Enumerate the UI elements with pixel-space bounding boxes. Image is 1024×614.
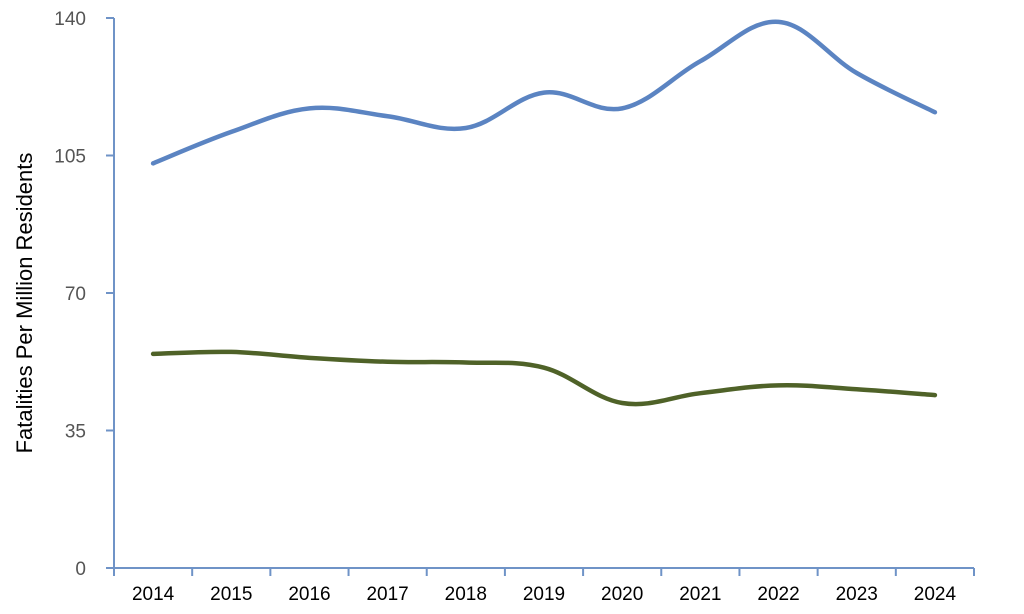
series-line-2 <box>150 349 938 407</box>
y-axis-ticks: 0 35 70 105 140 <box>54 9 114 580</box>
x-axis-ticks: 2014 2015 2016 2017 2018 2019 2020 2021 2022 2023… <box>113 568 975 605</box>
x-tick-label: 2024 <box>914 584 957 605</box>
y-axis-title: Fatalities Per Million Residents <box>12 153 37 454</box>
x-tick-label: 2018 <box>445 584 487 605</box>
series-line-1 <box>150 19 938 166</box>
x-tick-label: 2021 <box>679 584 721 605</box>
x-tick-label: 2022 <box>757 584 799 605</box>
x-tick-label: 2017 <box>366 584 408 605</box>
x-tick-label: 2020 <box>601 584 643 605</box>
x-tick-label: 2016 <box>288 584 330 605</box>
x-tick-label: 2015 <box>210 584 252 605</box>
y-tick-label: 70 <box>65 284 86 305</box>
x-tick-label: 2019 <box>523 584 565 605</box>
y-tick-label: 0 <box>75 559 86 580</box>
x-tick-label: 2014 <box>132 584 175 605</box>
y-tick-label: 105 <box>54 147 86 168</box>
series-layer <box>150 19 938 407</box>
y-tick-label: 140 <box>54 9 86 30</box>
y-tick-label: 35 <box>65 422 86 443</box>
x-tick-label: 2023 <box>836 584 878 605</box>
